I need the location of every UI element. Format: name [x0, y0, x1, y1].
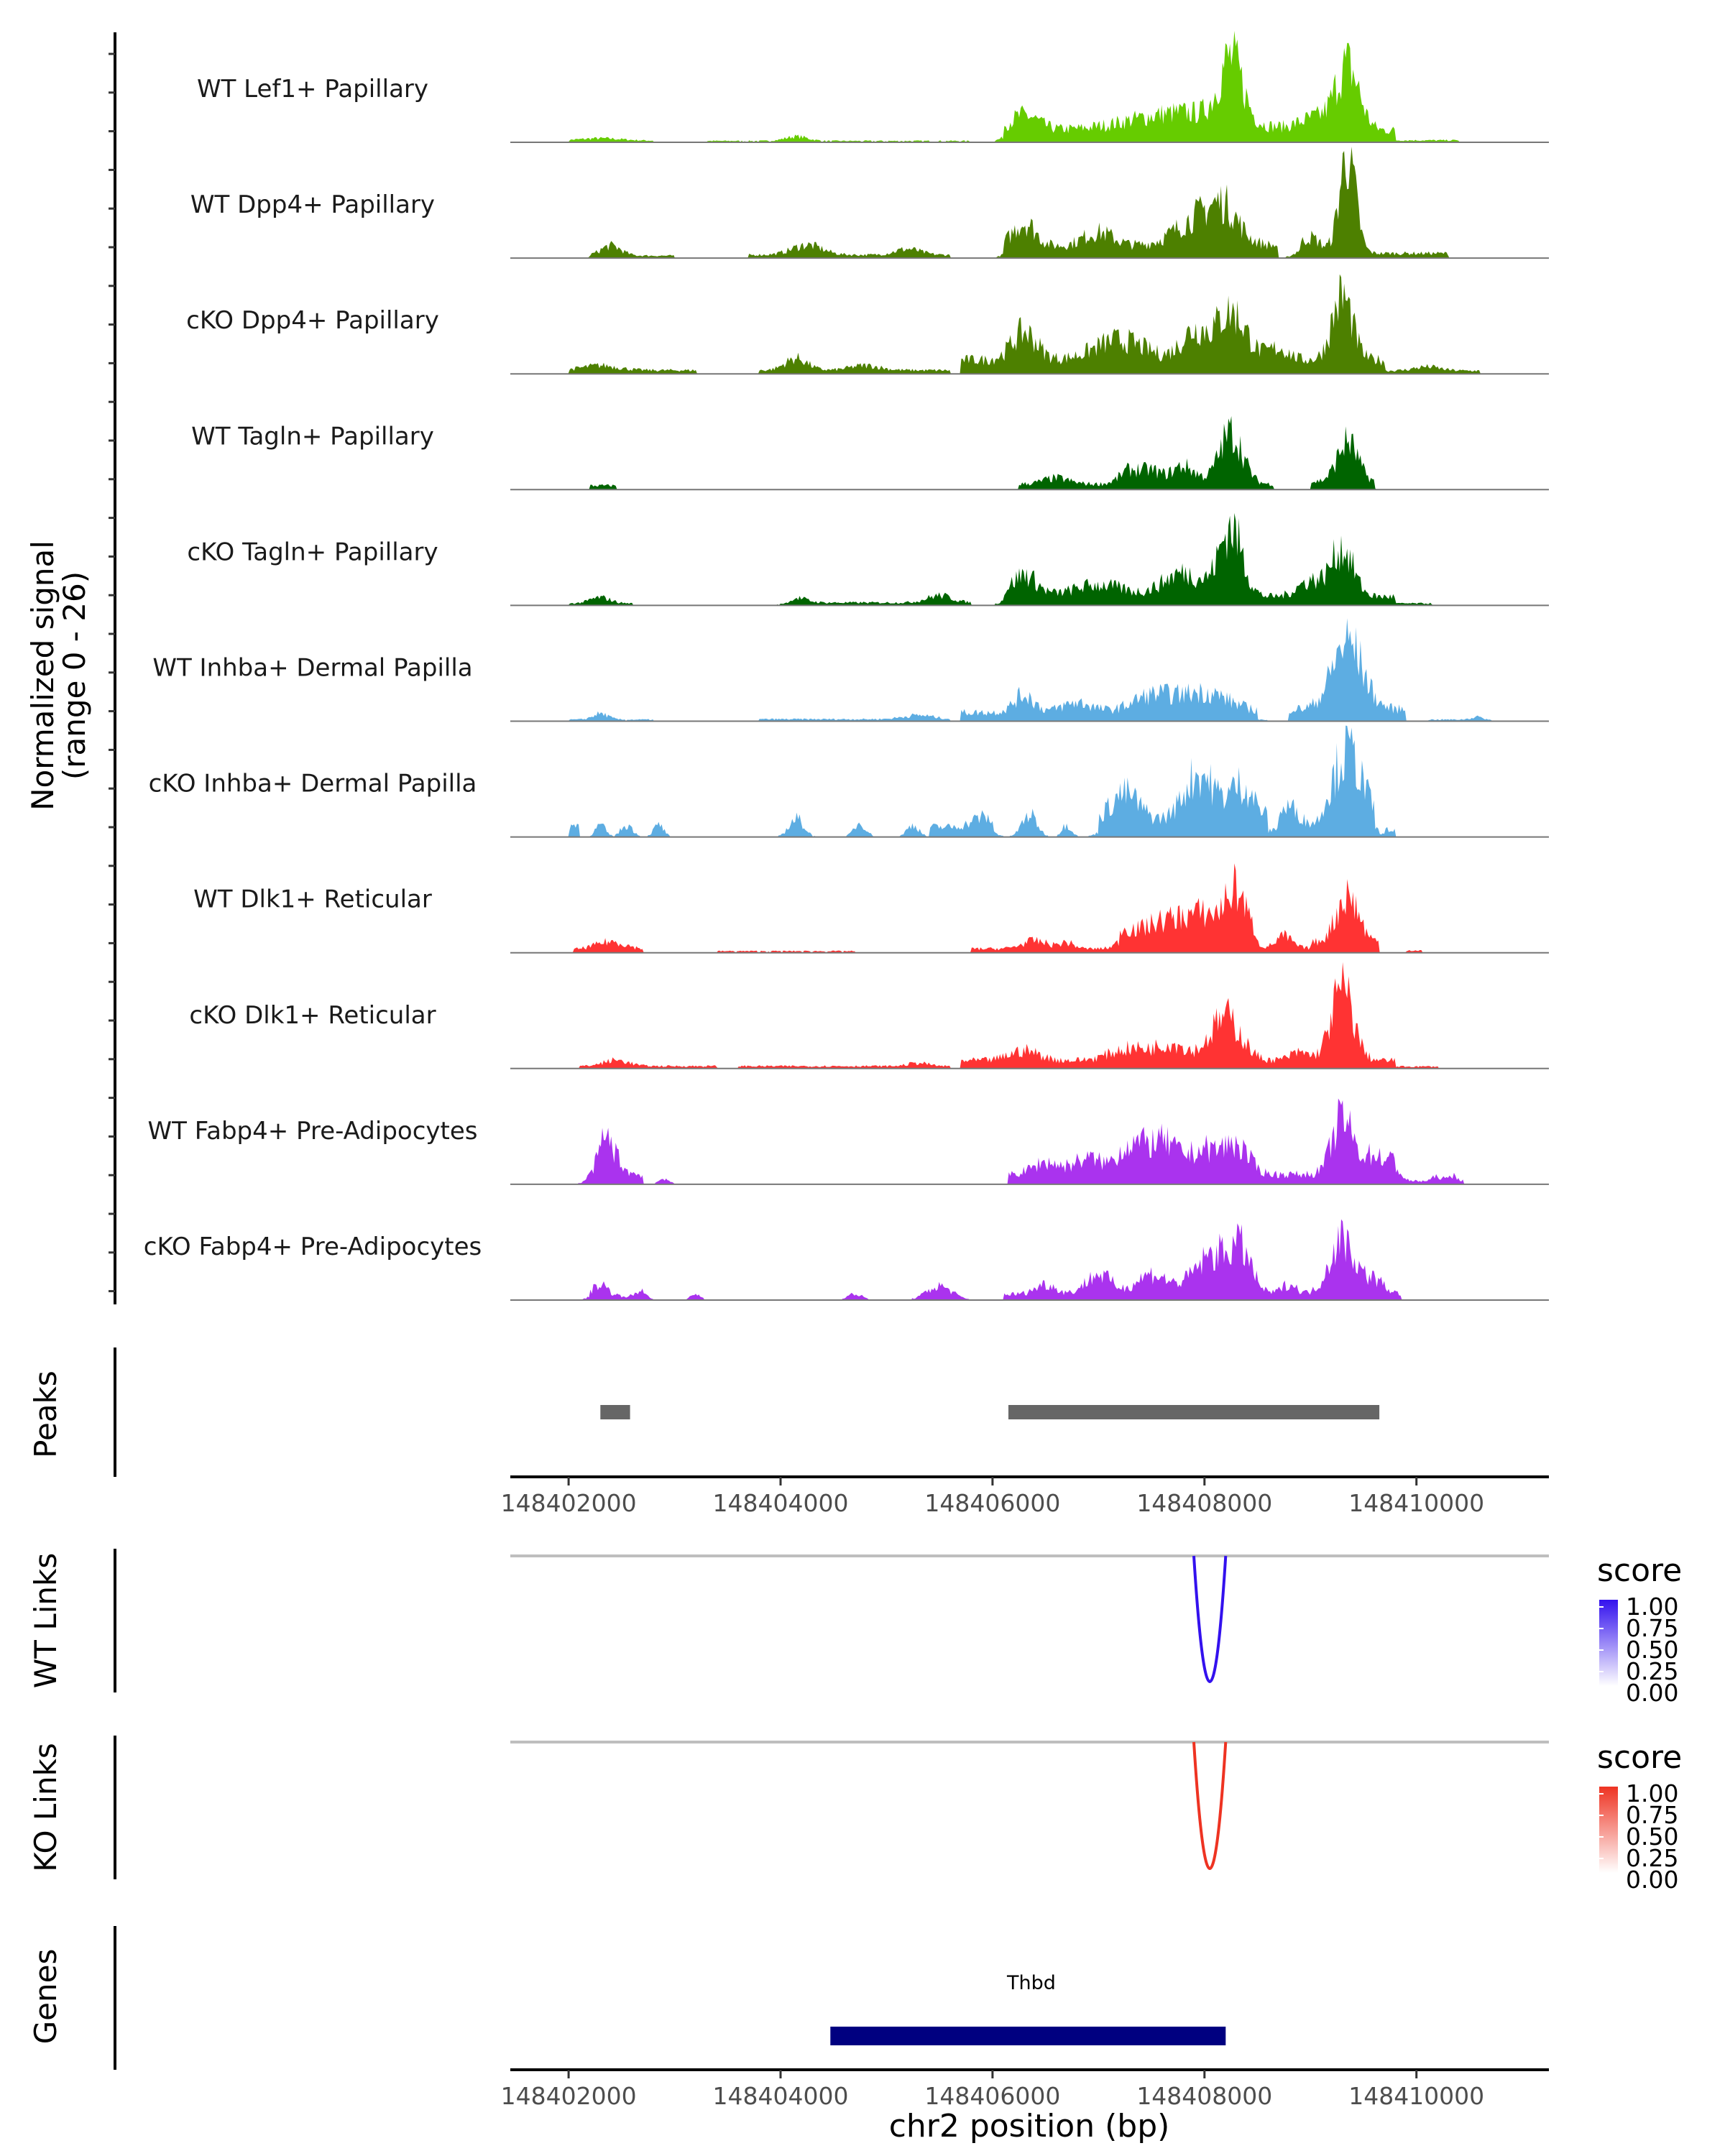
- legend-tick-label: 0.75: [1626, 1801, 1678, 1829]
- signal-track: cKO Dlk1+ Reticular: [189, 962, 1549, 1069]
- track-label: WT Fabp4+ Pre-Adipocytes: [148, 1117, 478, 1146]
- track-label: WT Lef1+ Papillary: [197, 75, 428, 103]
- ko-score-legend: score 1.000.750.500.250.00: [1597, 1739, 1682, 1894]
- x-tick-label: 148404000: [713, 2082, 849, 2110]
- signal-area: [510, 1098, 1549, 1184]
- ko-legend-title: score: [1597, 1739, 1682, 1776]
- signal-track: cKO Fabp4+ Pre-Adipocytes: [144, 1219, 1549, 1301]
- x-tick-label: 148408000: [1136, 2082, 1272, 2110]
- signal-area: [510, 863, 1549, 953]
- signal-area: [510, 725, 1549, 837]
- legend-tick-label: 0.25: [1626, 1844, 1678, 1872]
- wt-links-panel: WT Links score 1.000.750.500.250.00: [28, 1549, 1682, 1707]
- signal-y-axis: [109, 32, 116, 1304]
- peak-region: [1008, 1405, 1380, 1419]
- track-label: cKO Fabp4+ Pre-Adipocytes: [144, 1233, 482, 1261]
- legend-tick-label: 0.50: [1626, 1636, 1678, 1664]
- signal-tracks: WT Lef1+ Papillary WT Dpp4+ Papillary cKO …: [144, 31, 1549, 1301]
- signal-track: WT Tagln+ Papillary: [191, 416, 1549, 491]
- signal-area: [510, 962, 1549, 1069]
- track-label: cKO Inhba+ Dermal Papilla: [149, 770, 477, 798]
- x-tick-label: 148406000: [924, 2082, 1060, 2110]
- peak-region: [600, 1405, 630, 1419]
- ko-legend-ticks: 1.000.750.500.250.00: [1599, 1779, 1678, 1894]
- genes-label: Genes: [28, 1949, 63, 2045]
- x-axis-title: chr2 position (bp): [889, 2108, 1170, 2145]
- x-tick-label: 148402000: [501, 1489, 637, 1517]
- signal-track: WT Inhba+ Dermal Papilla: [152, 618, 1549, 722]
- x-tick-label: 148410000: [1348, 2082, 1484, 2110]
- signal-track: cKO Dpp4+ Papillary: [186, 274, 1549, 375]
- signal-area: [510, 31, 1549, 142]
- ko-link-arc: [1192, 1741, 1228, 1870]
- track-label: WT Inhba+ Dermal Papilla: [152, 654, 472, 683]
- signal-track: cKO Inhba+ Dermal Papilla: [149, 725, 1549, 838]
- track-label: WT Dpp4+ Papillary: [190, 190, 435, 219]
- legend-tick-label: 1.00: [1626, 1593, 1678, 1621]
- signal-track: cKO Tagln+ Papillary: [187, 512, 1549, 607]
- signal-area: [510, 416, 1549, 490]
- legend-tick-label: 1.00: [1626, 1779, 1678, 1807]
- x-tick-label: 148404000: [713, 1489, 849, 1517]
- peak-regions: [600, 1405, 1380, 1419]
- signal-track: WT Dlk1+ Reticular: [193, 863, 1549, 954]
- legend-tick-label: 0.25: [1626, 1657, 1678, 1685]
- signal-ylabel-range: (range 0 - 26): [57, 571, 92, 780]
- track-label: cKO Dpp4+ Papillary: [186, 306, 439, 335]
- track-label: cKO Dlk1+ Reticular: [189, 1001, 436, 1030]
- track-label: WT Dlk1+ Reticular: [193, 885, 432, 914]
- wt-legend-ticks: 1.000.750.500.250.00: [1599, 1593, 1678, 1707]
- signal-track: WT Dpp4+ Papillary: [190, 147, 1549, 259]
- legend-tick-label: 0.50: [1626, 1823, 1678, 1851]
- signal-area: [510, 274, 1549, 374]
- x-tick-label: 148402000: [501, 2082, 637, 2110]
- signal-area: [510, 1219, 1549, 1300]
- signal-area: [510, 618, 1549, 722]
- x-tick-label: 148408000: [1136, 1489, 1272, 1517]
- genes-panel: Genes Thbd 148402000 148404000 148406000 14…: [28, 1926, 1549, 2145]
- wt-legend-colorbar: [1599, 1600, 1618, 1686]
- gene-name-label: Thbd: [1006, 1972, 1056, 1994]
- signal-ylabel: Normalized signal: [25, 540, 60, 811]
- legend-tick-label: 0.00: [1626, 1679, 1678, 1707]
- signal-area: [510, 512, 1549, 606]
- signal-panel: Normalized signal (range 0 - 26) WT Lef1…: [25, 31, 1549, 1304]
- signal-area: [510, 147, 1549, 259]
- wt-links-label: WT Links: [28, 1553, 63, 1688]
- wt-score-legend: score 1.000.750.500.250.00: [1597, 1552, 1682, 1707]
- peaks-panel: Peaks 148402000 148404000 148406000 1484080…: [28, 1348, 1549, 1517]
- x-axis-ticks-top: 148402000 148404000 148406000 148408000 1484…: [501, 1477, 1484, 1517]
- legend-tick-label: 0.75: [1626, 1614, 1678, 1642]
- peaks-label: Peaks: [28, 1370, 63, 1458]
- ko-legend-colorbar: [1599, 1787, 1618, 1873]
- ko-links-panel: KO Links score 1.000.750.500.250.00: [28, 1736, 1682, 1894]
- ko-links-label: KO Links: [28, 1743, 63, 1872]
- signal-track: WT Lef1+ Papillary: [197, 31, 1549, 143]
- signal-track: WT Fabp4+ Pre-Adipocytes: [148, 1098, 1549, 1185]
- legend-tick-label: 0.00: [1626, 1866, 1678, 1894]
- track-label: cKO Tagln+ Papillary: [187, 538, 438, 566]
- wt-link-arc: [1192, 1555, 1228, 1683]
- x-tick-label: 148410000: [1348, 1489, 1484, 1517]
- x-tick-label: 148406000: [924, 1489, 1060, 1517]
- x-axis-ticks-bottom: 148402000 148404000 148406000 148408000 1484…: [501, 2070, 1484, 2110]
- wt-legend-title: score: [1597, 1552, 1682, 1589]
- track-label: WT Tagln+ Papillary: [191, 422, 434, 451]
- gene-body: [830, 2027, 1226, 2045]
